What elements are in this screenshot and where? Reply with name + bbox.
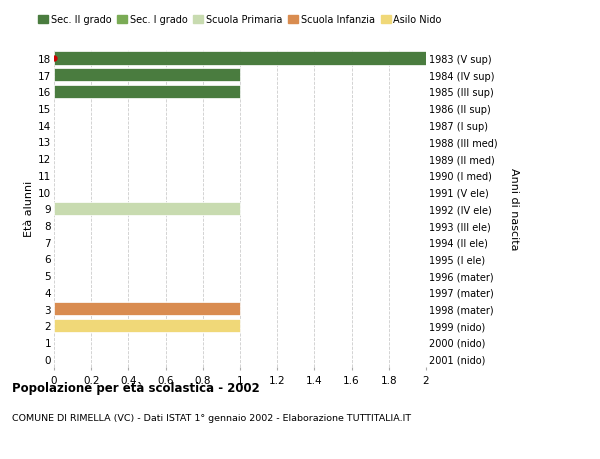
Bar — [54, 69, 240, 82]
Bar — [54, 85, 240, 99]
Text: Popolazione per età scolastica - 2002: Popolazione per età scolastica - 2002 — [12, 381, 260, 394]
Bar — [54, 302, 240, 315]
Bar — [54, 319, 240, 332]
Legend: Sec. II grado, Sec. I grado, Scuola Primaria, Scuola Infanzia, Asilo Nido: Sec. II grado, Sec. I grado, Scuola Prim… — [34, 11, 446, 29]
Y-axis label: Anni di nascita: Anni di nascita — [509, 168, 518, 250]
Bar — [54, 202, 240, 216]
Text: COMUNE DI RIMELLA (VC) - Dati ISTAT 1° gennaio 2002 - Elaborazione TUTTITALIA.IT: COMUNE DI RIMELLA (VC) - Dati ISTAT 1° g… — [12, 413, 411, 422]
Bar — [54, 52, 426, 66]
Y-axis label: Età alunni: Età alunni — [24, 181, 34, 237]
